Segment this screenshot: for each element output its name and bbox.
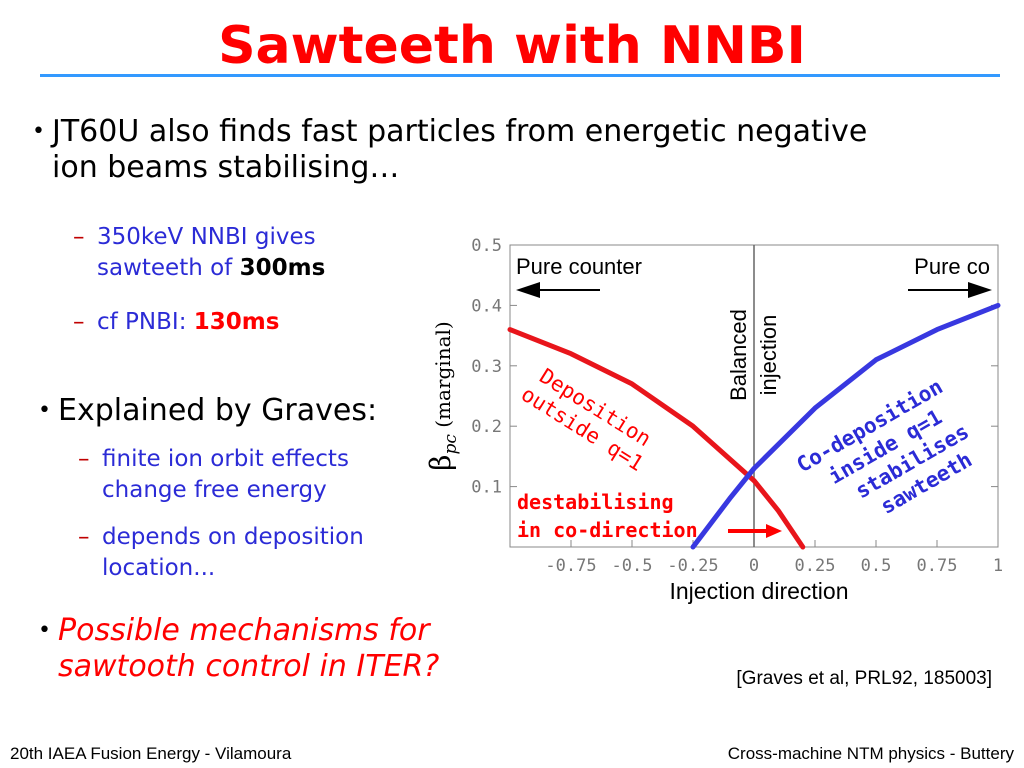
footer-left: 20th IAEA Fusion Energy - Vilamoura — [10, 744, 292, 763]
balanced-label-line2: injection — [756, 315, 781, 396]
balanced-label-line1: Balanced — [726, 309, 751, 401]
slide-title: Sawteeth with NNBI — [218, 16, 806, 76]
beta-vs-injection-chart: 0.1 0.2 0.3 0.4 0.5 -0.75 -0.5 -0.25 0 0.25 0.5 0.7… — [424, 236, 1003, 604]
y-tick-label: 0.5 — [471, 236, 502, 256]
citation: [Graves et al, PRL92, 185003] — [736, 668, 992, 689]
bullet-dot: • — [38, 618, 51, 643]
dash-marker: – — [78, 524, 90, 550]
destabilising-arrow-head — [766, 524, 782, 538]
co-arrow-head — [968, 282, 992, 298]
destabilising-line2: in co-direction — [517, 518, 698, 542]
dash-marker: – — [78, 446, 90, 472]
bullet-iter-line1: Possible mechanisms for — [58, 613, 430, 648]
subbullet-nnbi-text: sawteeth of — [97, 255, 240, 281]
subbullet-orbit-line1: finite ion orbit effects — [102, 446, 349, 472]
destabilising-line1: destabilising — [517, 490, 674, 514]
bullet-graves-text: Explained by Graves: — [58, 393, 378, 428]
pnbi-sawtooth-period: 130ms — [193, 309, 280, 335]
subbullet-nnbi-line2: sawteeth of 300ms — [97, 253, 387, 284]
y-tick-label: 0.3 — [471, 357, 502, 377]
bullet-iter-line2: sawtooth control in ITER? — [58, 649, 440, 684]
subbullet-orbit: – finite ion orbit effects change free e… — [78, 444, 402, 506]
title-underline — [40, 74, 1000, 77]
bullet-jt60u-line2: ion beams stabilising… — [52, 150, 400, 185]
x-tick-label: -0.5 — [612, 556, 653, 576]
x-tick-label: -0.75 — [545, 556, 596, 576]
bullet-jt60u: • JT60U also finds fast particles from e… — [32, 114, 972, 186]
y-tick-label: 0.1 — [471, 478, 502, 498]
subbullet-pnbi-text: cf PNBI: — [97, 309, 194, 335]
label-bg — [512, 251, 682, 279]
bullet-jt60u-line1: JT60U also finds fast particles from ene… — [52, 114, 868, 149]
bullet-dot: • — [32, 119, 45, 144]
pure-counter-label: Pure counter — [516, 254, 642, 279]
x-tick-label: -0.25 — [667, 556, 718, 576]
pure-co-label: Pure co — [914, 254, 990, 279]
bullet-dot: • — [38, 398, 51, 423]
x-tick-label: 0 — [749, 556, 759, 576]
subbullet-deposition: – depends on deposition location... — [78, 522, 402, 584]
bullet-graves: • Explained by Graves: — [38, 393, 398, 429]
series-0-line — [507, 327, 806, 550]
x-tick-label: 0.75 — [917, 556, 958, 576]
subbullet-nnbi: – 350keV NNBI gives sawteeth of 300ms — [73, 222, 387, 284]
x-tick-label: 0.5 — [861, 556, 892, 576]
bullet-iter: • Possible mechanisms for sawtooth contr… — [38, 613, 498, 685]
y-axis-label: βpc (marginal) — [424, 321, 461, 470]
nnbi-sawtooth-period: 300ms — [239, 255, 326, 281]
subbullet-deposition-line1: depends on deposition — [102, 524, 364, 550]
series-1-line — [690, 302, 1001, 550]
x-tick-label: 0.25 — [795, 556, 836, 576]
label-bg — [894, 251, 994, 279]
subbullet-deposition-line2: location... — [102, 555, 216, 581]
subbullet-nnbi-line1: 350keV NNBI gives — [97, 224, 316, 250]
subbullet-pnbi: – cf PNBI: 130ms — [73, 307, 387, 338]
y-tick-label: 0.4 — [471, 296, 502, 316]
dash-marker: – — [73, 309, 85, 335]
footer-right: Cross-machine NTM physics - Buttery — [727, 744, 1014, 763]
y-tick-label: 0.2 — [471, 417, 502, 437]
counter-arrow-head — [516, 282, 540, 298]
x-axis-label: Injection direction — [670, 578, 849, 604]
x-tick-label: 1 — [993, 556, 1003, 576]
dash-marker: – — [73, 224, 85, 250]
subbullet-orbit-line2: change free energy — [102, 477, 327, 503]
